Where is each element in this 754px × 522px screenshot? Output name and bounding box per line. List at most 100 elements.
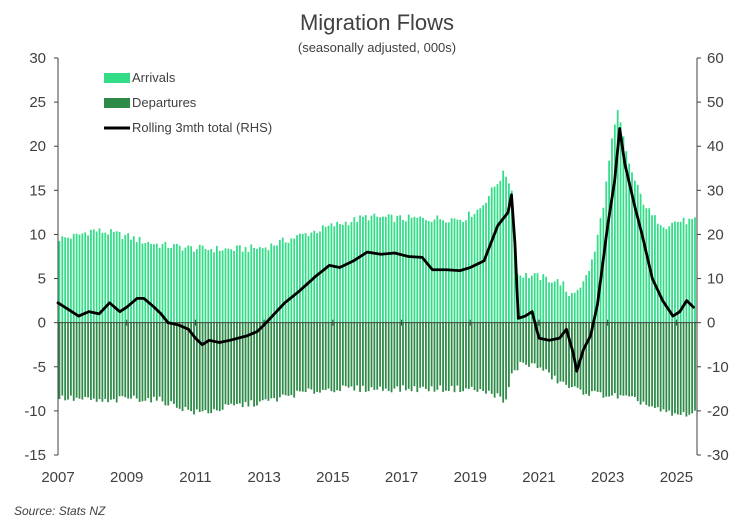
- arrivals-bar: [679, 221, 682, 323]
- departures-bar: [316, 322, 318, 392]
- arrivals-bar: [170, 247, 172, 323]
- departures-bar: [427, 322, 430, 392]
- departures-bar: [456, 322, 459, 386]
- departures-bar: [682, 322, 685, 413]
- departures-bar: [153, 322, 155, 397]
- departures-bar: [450, 322, 453, 386]
- arrivals-bar: [167, 247, 170, 323]
- departures-bar: [639, 322, 642, 405]
- arrivals-bar: [353, 217, 356, 323]
- departures-bar: [582, 322, 585, 395]
- arrivals-bar: [138, 236, 141, 323]
- departures-bar: [691, 322, 694, 414]
- departures-bar: [659, 322, 662, 412]
- departures-bar: [376, 322, 379, 390]
- arrivals-bar: [296, 235, 298, 323]
- departures-bar: [522, 322, 525, 363]
- arrivals-bar: [588, 271, 590, 323]
- departures-bar: [253, 322, 255, 407]
- departures-bar: [204, 322, 207, 411]
- departures-bar: [344, 322, 347, 387]
- arrivals-bar: [407, 214, 410, 323]
- arrivals-bar: [339, 224, 341, 323]
- departures-bar: [299, 322, 301, 392]
- departures-bar: [536, 322, 539, 369]
- arrivals-bar: [319, 231, 321, 323]
- arrivals-bar: [204, 248, 207, 323]
- arrivals-bar: [261, 248, 264, 323]
- arrivals-bar: [61, 236, 64, 323]
- departures-bar: [213, 322, 215, 410]
- arrivals-bar: [616, 110, 619, 323]
- left-axis-ticks: 30 25 20 15 10 5 0 -5 -10 -15: [24, 50, 58, 464]
- departures-bar: [533, 322, 536, 364]
- departures-bar: [250, 322, 253, 401]
- departures-bar: [568, 322, 570, 388]
- departures-bar: [115, 322, 118, 403]
- departures-bar: [668, 322, 671, 411]
- arrivals-bar: [479, 208, 482, 323]
- departures-bar: [75, 322, 78, 398]
- arrivals-bar: [230, 249, 233, 323]
- departures-bar: [110, 322, 112, 400]
- departures-bar: [602, 322, 605, 398]
- departures-bar: [244, 322, 247, 403]
- departures-bar: [201, 322, 204, 412]
- arrivals-bar: [370, 215, 373, 323]
- departures-bar: [459, 322, 462, 393]
- departures-bar: [284, 322, 287, 396]
- departures-bar: [198, 322, 201, 412]
- departures-bar: [321, 322, 324, 390]
- departures-bar: [164, 322, 167, 406]
- departures-bar: [290, 322, 293, 396]
- departures-bar: [479, 322, 482, 390]
- arrivals-bar: [387, 214, 390, 323]
- departures-bar: [173, 322, 175, 404]
- arrivals-bar: [267, 250, 270, 323]
- x-tick-label: 2013: [247, 469, 280, 486]
- departures-bar: [508, 322, 510, 388]
- arrivals-bar: [84, 232, 87, 323]
- arrivals-bar: [241, 251, 244, 323]
- arrivals-bar: [350, 221, 353, 323]
- arrivals-bar: [276, 245, 278, 323]
- arrivals-bar: [545, 276, 548, 323]
- arrivals-bar: [639, 193, 642, 323]
- arrivals-bar: [685, 224, 688, 323]
- arrivals-bar: [359, 215, 361, 323]
- arrivals-bar: [135, 242, 138, 323]
- arrivals-bar: [141, 243, 144, 323]
- departures-bar: [665, 322, 668, 413]
- arrivals-bar: [75, 233, 78, 323]
- departures-bar: [353, 322, 356, 391]
- departures-bar: [101, 322, 104, 402]
- axes: [57, 58, 698, 455]
- arrivals-bar: [508, 183, 510, 323]
- departures-bar: [636, 322, 639, 402]
- departures-bar: [218, 322, 221, 412]
- arrivals-bar: [287, 242, 290, 323]
- arrivals-bar: [611, 138, 613, 323]
- arrivals-bar: [213, 252, 215, 323]
- departures-bar: [513, 322, 516, 371]
- arrivals-bar: [654, 215, 656, 323]
- arrivals-bar: [121, 238, 124, 323]
- departures-bar: [470, 322, 473, 387]
- departures-bar: [181, 322, 184, 412]
- arrivals-bar: [542, 274, 545, 323]
- arrivals-bar: [625, 151, 628, 323]
- departures-bar: [104, 322, 107, 399]
- arrivals-bar: [324, 226, 327, 323]
- departures-bar: [422, 322, 424, 387]
- departures-bar: [224, 322, 227, 405]
- departures-bar: [138, 322, 141, 402]
- arrivals-bar: [568, 296, 570, 323]
- arrivals-bar: [236, 245, 238, 323]
- arrivals-bar: [233, 250, 235, 323]
- arrivals-bar: [513, 243, 516, 323]
- x-tick-label: 2007: [41, 469, 74, 486]
- departures-bar: [227, 322, 230, 405]
- departures-bar: [608, 322, 610, 397]
- departures-bar: [147, 322, 150, 399]
- arrivals-bar: [336, 221, 339, 323]
